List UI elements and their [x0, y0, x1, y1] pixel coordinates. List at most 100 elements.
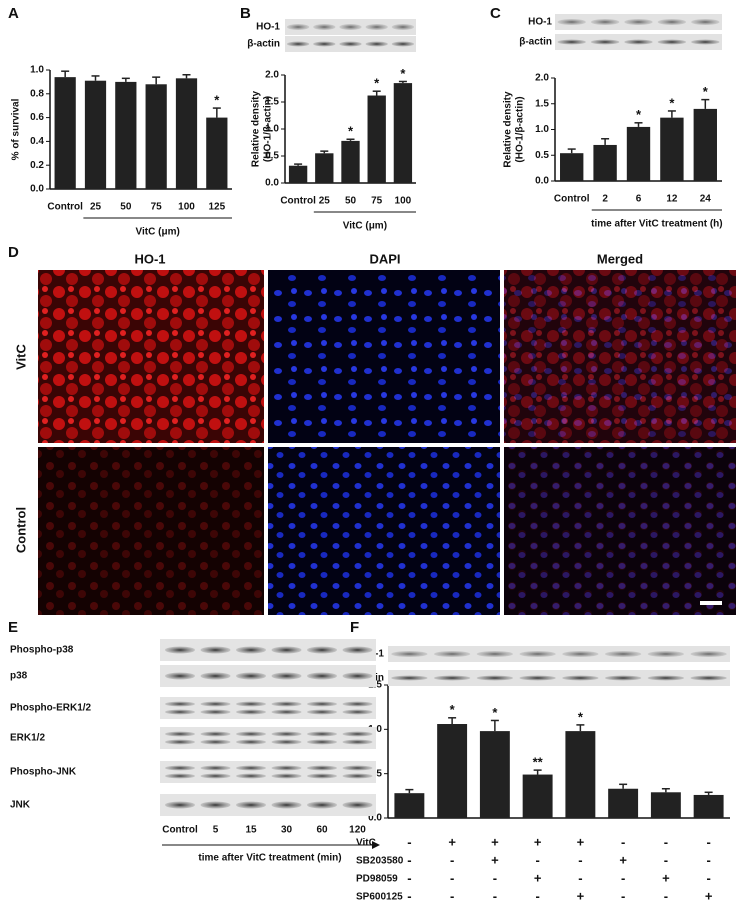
blot-band: [433, 651, 471, 657]
treatment-sign: -: [450, 888, 454, 903]
x-tick-label: 125: [208, 202, 225, 213]
x-tick-label: 50: [120, 202, 132, 213]
blot-band: [624, 19, 653, 25]
blot-band: [604, 651, 642, 657]
bar: [437, 724, 468, 818]
blot-band: [391, 41, 415, 47]
blot-band: [165, 701, 195, 707]
x-tick-label: 24: [700, 194, 712, 205]
x-tick-label: 75: [151, 202, 163, 213]
blot-band: [165, 672, 195, 680]
panel-letter: B: [240, 5, 251, 22]
treatment-sign: -: [578, 852, 582, 867]
significance: *: [703, 84, 709, 99]
panel-letter: C: [490, 5, 501, 22]
blot-band: [200, 765, 231, 771]
column-title: Merged: [597, 251, 643, 266]
blot-band: [624, 39, 653, 45]
blot-band: [307, 672, 337, 680]
blot: [160, 727, 376, 749]
treatment-sign: -: [706, 852, 710, 867]
treatment-sign: +: [577, 888, 585, 903]
y-axis-label: % of survival: [11, 98, 22, 160]
blot-label: ERK1/2: [10, 733, 45, 744]
blot-band: [342, 765, 373, 771]
blot-band: [165, 739, 195, 745]
bar: [288, 165, 308, 183]
treatment-sign: -: [578, 870, 582, 885]
blot-band: [200, 672, 231, 680]
blot-band: [519, 675, 556, 681]
blot-band: [286, 24, 310, 30]
blot-band: [590, 19, 620, 25]
bar: [175, 78, 198, 189]
treatment-sign: +: [534, 870, 542, 885]
y-tick-label: 0.0: [265, 178, 279, 189]
bar: [393, 83, 413, 183]
treatment-sign: -: [664, 852, 668, 867]
blot: [388, 646, 730, 662]
bar: [84, 80, 107, 189]
bar: [54, 77, 76, 189]
panel-letter: D: [8, 244, 19, 261]
blot-band: [200, 801, 231, 809]
blot-band: [200, 731, 231, 737]
blot-band: [200, 701, 231, 707]
bar: [626, 126, 651, 181]
blot-band: [313, 24, 336, 30]
x-axis-label: time after VitC treatment (h): [591, 219, 723, 230]
blot-band: [433, 675, 471, 681]
blot-label: p38: [10, 671, 28, 682]
blot-band: [365, 24, 388, 30]
y-tick-label: 0.8: [30, 88, 44, 99]
column-title: DAPI: [369, 251, 400, 266]
blot: [160, 665, 376, 687]
treatment-sign: -: [407, 870, 411, 885]
treatment-sign: -: [621, 870, 625, 885]
y-tick-label: 1.0: [535, 124, 549, 135]
blot-band: [271, 672, 302, 680]
treatment-sign: +: [534, 834, 542, 849]
bar: [145, 84, 167, 189]
blot-band: [271, 731, 302, 737]
blot-band: [342, 672, 373, 680]
y-axis-label: (HO-1/β-actin): [263, 96, 274, 162]
blot-band: [271, 739, 302, 745]
significance: *: [492, 705, 498, 720]
blot-band: [236, 701, 266, 707]
row-title: Control: [13, 507, 28, 553]
treatment-name: SB203580: [356, 856, 404, 867]
blot-band: [236, 672, 266, 680]
y-tick-label: 0.0: [535, 176, 549, 187]
blot: [160, 697, 376, 719]
x-tick-label: 2: [602, 194, 608, 205]
treatment-sign: +: [491, 834, 499, 849]
blot: [160, 639, 376, 661]
row-title: VitC: [13, 344, 28, 370]
treatment-sign: +: [448, 834, 456, 849]
lane-label: Control: [162, 825, 198, 836]
significance: *: [636, 107, 642, 122]
bar: [593, 144, 617, 181]
lane-label: 30: [281, 825, 293, 836]
image: [38, 447, 264, 615]
lane-label: 5: [213, 825, 219, 836]
blot-band: [271, 701, 302, 707]
treatment-sign: -: [407, 834, 411, 849]
blot-band: [690, 651, 727, 657]
x-axis-label: VitC (μm): [136, 227, 180, 238]
lane-label: 60: [316, 825, 328, 836]
blot-band: [165, 731, 195, 737]
bar: [479, 731, 510, 818]
blot-band: [342, 646, 373, 654]
treatment-sign: -: [407, 852, 411, 867]
bar: [608, 788, 639, 818]
treatment-sign: +: [619, 852, 627, 867]
blot-band: [647, 675, 685, 681]
image: [268, 447, 500, 615]
treatment-sign: -: [621, 888, 625, 903]
y-tick-label: 1.0: [265, 124, 279, 135]
treatment-sign: -: [535, 852, 539, 867]
bar: [560, 153, 584, 181]
